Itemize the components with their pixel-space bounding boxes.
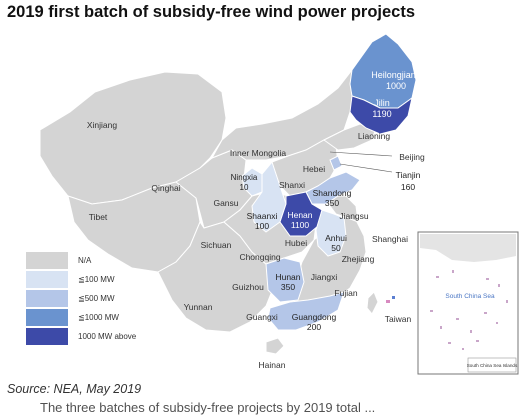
label-jiangsu: Jiangsu <box>339 211 369 221</box>
value-shandong: 350 <box>325 198 339 208</box>
province-henan <box>279 191 323 237</box>
legend: N/A ≦100 MW ≦500 MW ≦1000 MW 1000 MW abo… <box>26 252 137 345</box>
province-shandong <box>305 171 361 205</box>
province-jilin <box>349 95 413 135</box>
leader-beijing <box>329 151 393 157</box>
label-beijing: Beijing <box>399 152 425 162</box>
region-hainan <box>265 337 285 355</box>
south-china-sea-inset: South China Sea South China Sea Islands <box>417 231 519 375</box>
value-jilin: 1190 <box>372 109 391 119</box>
value-henan: 1100 <box>291 220 310 230</box>
inset-sea-label: South China Sea <box>445 293 495 300</box>
label-yunnan: Yunnan <box>184 302 213 312</box>
region-liaoning <box>323 123 377 151</box>
legend-swatch-le1000 <box>26 309 68 326</box>
island-mark <box>392 296 395 299</box>
label-sichuan: Sichuan <box>201 240 232 250</box>
map-area: Heilongjiang 1000 Jilin 1190 Ningxia 10 … <box>0 24 529 379</box>
legend-label-above1000: 1000 MW above <box>78 332 137 341</box>
label-chongqing: Chongqing <box>239 252 280 262</box>
value-guangdong: 200 <box>307 322 321 332</box>
label-hubei: Hubei <box>285 238 307 248</box>
label-hebei: Hebei <box>303 164 325 174</box>
inset-islands-label: South China Sea Islands <box>467 363 518 368</box>
legend-swatch-le500 <box>26 290 68 307</box>
label-guangxi: Guangxi <box>246 312 278 322</box>
label-guangdong: Guangdong <box>292 312 337 322</box>
label-qinghai: Qinghai <box>151 183 180 193</box>
label-ningxia: Ningxia <box>231 173 258 182</box>
label-fujian: Fujian <box>334 288 357 298</box>
label-hunan: Hunan <box>275 272 300 282</box>
label-taiwan: Taiwan <box>385 314 412 324</box>
province-guangdong <box>267 291 345 331</box>
label-liaoning: Liaoning <box>358 131 390 141</box>
label-shanghai: Shanghai <box>372 234 408 244</box>
inset-islands <box>430 270 508 350</box>
inset-coast <box>420 234 516 262</box>
value-tianjin: 160 <box>401 182 415 192</box>
province-shaanxi <box>251 160 287 233</box>
province-hunan <box>265 257 305 303</box>
legend-label-le100: ≦100 MW <box>78 275 115 284</box>
cut-off-text: The three batches of subsidy-free projec… <box>40 400 376 415</box>
legend-label-na: N/A <box>78 256 92 265</box>
value-heilongjiang: 1000 <box>386 81 406 91</box>
map-title: 2019 first batch of subsidy-free wind po… <box>7 3 416 21</box>
label-anhui: Anhui <box>325 233 347 243</box>
leader-tianjin <box>339 163 393 173</box>
island-mark <box>386 300 390 303</box>
region-taiwan <box>366 291 379 315</box>
inset-caption-box <box>467 357 517 373</box>
legend-label-le500: ≦500 MW <box>78 294 115 303</box>
label-xinjiang: Xinjiang <box>87 120 118 130</box>
legend-swatch-above1000 <box>26 328 68 345</box>
label-gansu: Gansu <box>213 198 238 208</box>
label-heilongjiang: Heilongjiang <box>371 70 421 80</box>
label-tibet: Tibet <box>89 212 108 222</box>
province-tianjin <box>329 155 343 171</box>
legend-swatch-na <box>26 252 68 269</box>
label-shaanxi: Shaanxi <box>247 211 278 221</box>
value-hunan: 350 <box>281 282 295 292</box>
label-henan: Henan <box>287 210 312 220</box>
label-jiangxi: Jiangxi <box>311 272 338 282</box>
source-note: Source: NEA, May 2019 <box>7 382 142 396</box>
legend-label-le1000: ≦1000 MW <box>78 313 119 322</box>
label-tianjin: Tianjin <box>396 170 421 180</box>
province-anhui <box>315 209 347 257</box>
label-zhejiang: Zhejiang <box>342 254 375 264</box>
label-shandong: Shandong <box>313 188 352 198</box>
value-anhui: 50 <box>331 243 341 253</box>
label-inner-mongolia: Inner Mongolia <box>230 148 287 158</box>
label-jilin: Jilin <box>374 98 390 108</box>
label-shanxi: Shanxi <box>279 180 305 190</box>
china-map: Heilongjiang 1000 Jilin 1190 Ningxia 10 … <box>26 33 519 375</box>
legend-swatch-le100 <box>26 271 68 288</box>
value-shaanxi: 100 <box>255 221 269 231</box>
value-ningxia: 10 <box>240 183 249 192</box>
region-jiangsu <box>329 195 359 223</box>
label-guizhou: Guizhou <box>232 282 264 292</box>
label-hainan: Hainan <box>259 360 286 370</box>
